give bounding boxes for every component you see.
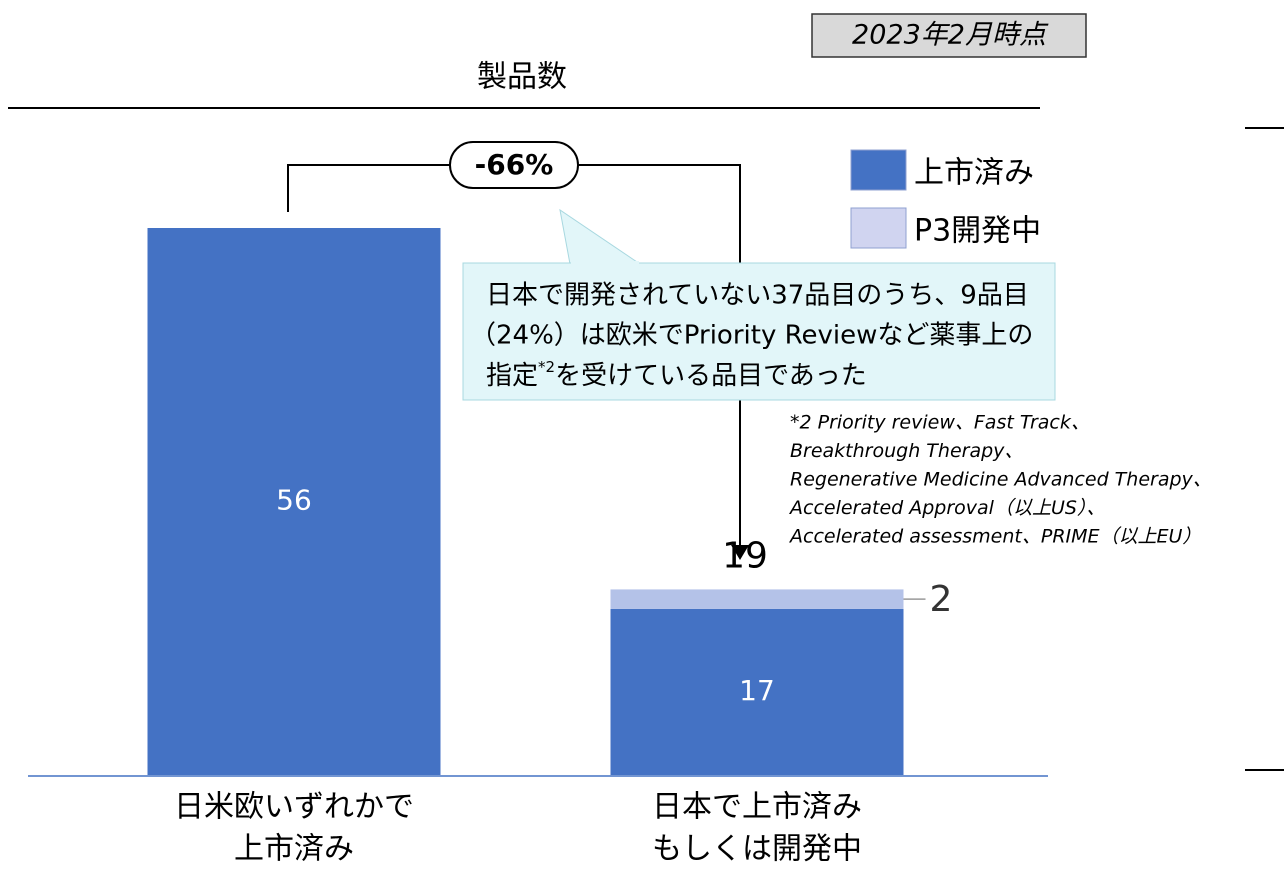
- footnote: Regenerative Medicine Advanced Therapy、: [790, 469, 1212, 491]
- change-pill: [449, 141, 579, 189]
- legend-label: P3開発中: [914, 214, 1041, 249]
- callout-text: 指定: [486, 361, 538, 391]
- callout-text: を受けている品目であった: [555, 361, 867, 391]
- arrow-head: [731, 545, 749, 560]
- chart-title: 製品数: [477, 60, 567, 95]
- callout-pointer: [559, 208, 642, 265]
- legend-swatch: [850, 149, 907, 191]
- bar-segment: [610, 589, 904, 609]
- footnote: Accelerated Approval（以上US）、: [788, 497, 1105, 519]
- footnote: Breakthrough Therapy、: [790, 440, 1023, 462]
- callout-line: 指定*2を受けている品目であった: [486, 358, 867, 391]
- bar-segment: [147, 228, 441, 775]
- bar-segment: [610, 608, 904, 775]
- x-tick-label: 上市済み: [234, 832, 354, 867]
- date-note: 2023年2月時点: [852, 20, 1049, 51]
- x-tick-label: 日米欧いずれかで: [174, 790, 414, 825]
- legend-label: 上市済み: [914, 156, 1034, 191]
- callout-line: 日本で開発されていない37品目のうち、9品目: [486, 281, 1029, 311]
- footnote: *2 Priority review、Fast Track、: [790, 412, 1090, 434]
- callout-sup: *2: [538, 358, 555, 376]
- total-label: 19: [722, 535, 768, 576]
- x-tick-label: もしくは開発中: [652, 832, 862, 867]
- callout-join: [571, 261, 639, 266]
- date-box: [811, 13, 1087, 58]
- x-tick-label: 日本で上市済み: [652, 790, 862, 825]
- value-label: 2: [930, 579, 953, 620]
- callout-line: （24%）は欧米でPriority Reviewなど薬事上の: [470, 321, 1033, 351]
- callout-box: [462, 262, 1056, 401]
- change-label: -66%: [475, 148, 554, 181]
- value-label: 17: [739, 674, 775, 707]
- footnote: Accelerated assessment、PRIME（以上EU）: [788, 526, 1201, 548]
- value-label: 56: [276, 484, 312, 517]
- legend-swatch: [850, 207, 907, 249]
